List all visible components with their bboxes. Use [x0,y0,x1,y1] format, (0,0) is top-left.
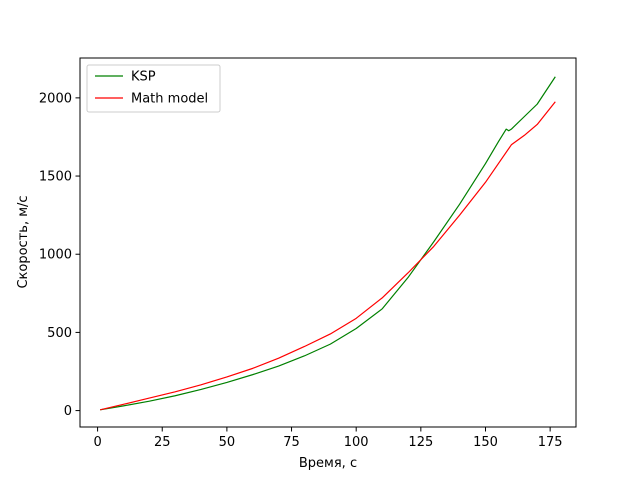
x-tick-label: 150 [473,435,498,450]
x-axis: 0 25 50 75 100 125 150 175 [93,427,563,450]
x-tick-label: 0 [93,435,101,450]
x-tick-label: 75 [283,435,300,450]
y-axis: 0 500 1000 1500 2000 [39,91,80,419]
plot-frame [79,57,577,428]
series-layer [100,76,556,411]
series-line-ksp [100,76,556,411]
y-tick-label: 500 [47,326,72,341]
y-tick-label: 1000 [39,248,72,263]
x-tick-label: 125 [408,435,433,450]
legend-label-ksp: KSP [131,70,156,85]
legend-box [86,64,221,113]
x-tick-label: 100 [344,435,369,450]
legend: KSP Math model [86,64,221,113]
legend-label-math-model: Math model [131,92,208,107]
x-tick-label: 25 [154,435,171,450]
x-axis-label: Время, с [299,456,357,471]
x-tick-label: 50 [219,435,236,450]
plot-area [80,58,576,427]
x-tick-label: 175 [538,435,563,450]
series-line-math-model [100,101,556,411]
y-tick-label: 0 [64,404,72,419]
y-axis-label: Скорость, м/с [16,195,31,288]
y-tick-label: 1500 [39,170,72,185]
y-tick-label: 2000 [39,91,72,106]
